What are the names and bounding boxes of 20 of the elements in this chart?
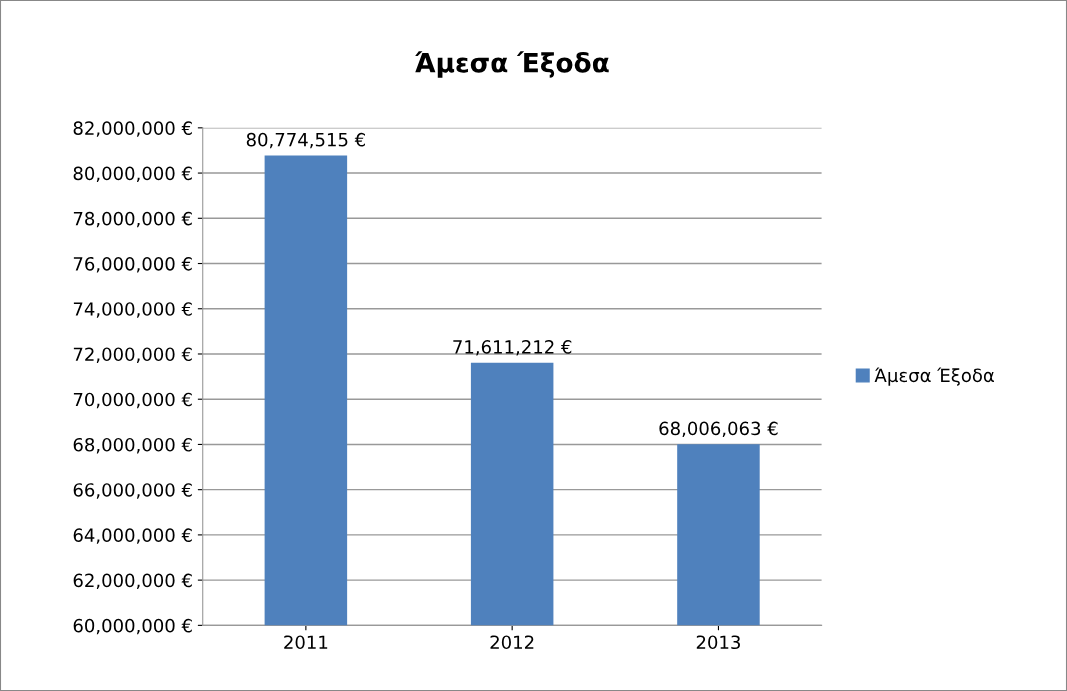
x-tick-label: 2013 [696,635,740,650]
y-tick-label: 60,000,000 € [73,618,192,635]
y-tick-label: 66,000,000 € [73,483,192,499]
legend-label: Άμεσα Έξοδα [874,367,994,386]
data-label: 80,774,515 € [246,132,365,149]
y-tick-label: 82,000,000 € [73,121,192,137]
x-tick-label: 2011 [284,635,328,650]
y-tick-label: 74,000,000 € [73,302,192,318]
y-tick-label: 62,000,000 € [73,573,192,590]
x-tick-label: 2012 [490,635,534,650]
y-tick-label: 80,000,000 € [73,166,192,183]
y-tick-label: 78,000,000 € [73,211,192,228]
chart-title: Άμεσα Έξοδα [415,51,609,78]
y-tick-label: 68,000,000 € [73,437,192,454]
y-tick-label: 76,000,000 € [73,256,192,273]
data-label: 71,611,212 € [453,340,572,356]
y-tick-label: 64,000,000 € [73,528,192,544]
y-tick-label: 72,000,000 € [73,347,192,363]
y-tick-label: 70,000,000 € [73,392,192,409]
data-label: 68,006,063 € [659,421,778,438]
